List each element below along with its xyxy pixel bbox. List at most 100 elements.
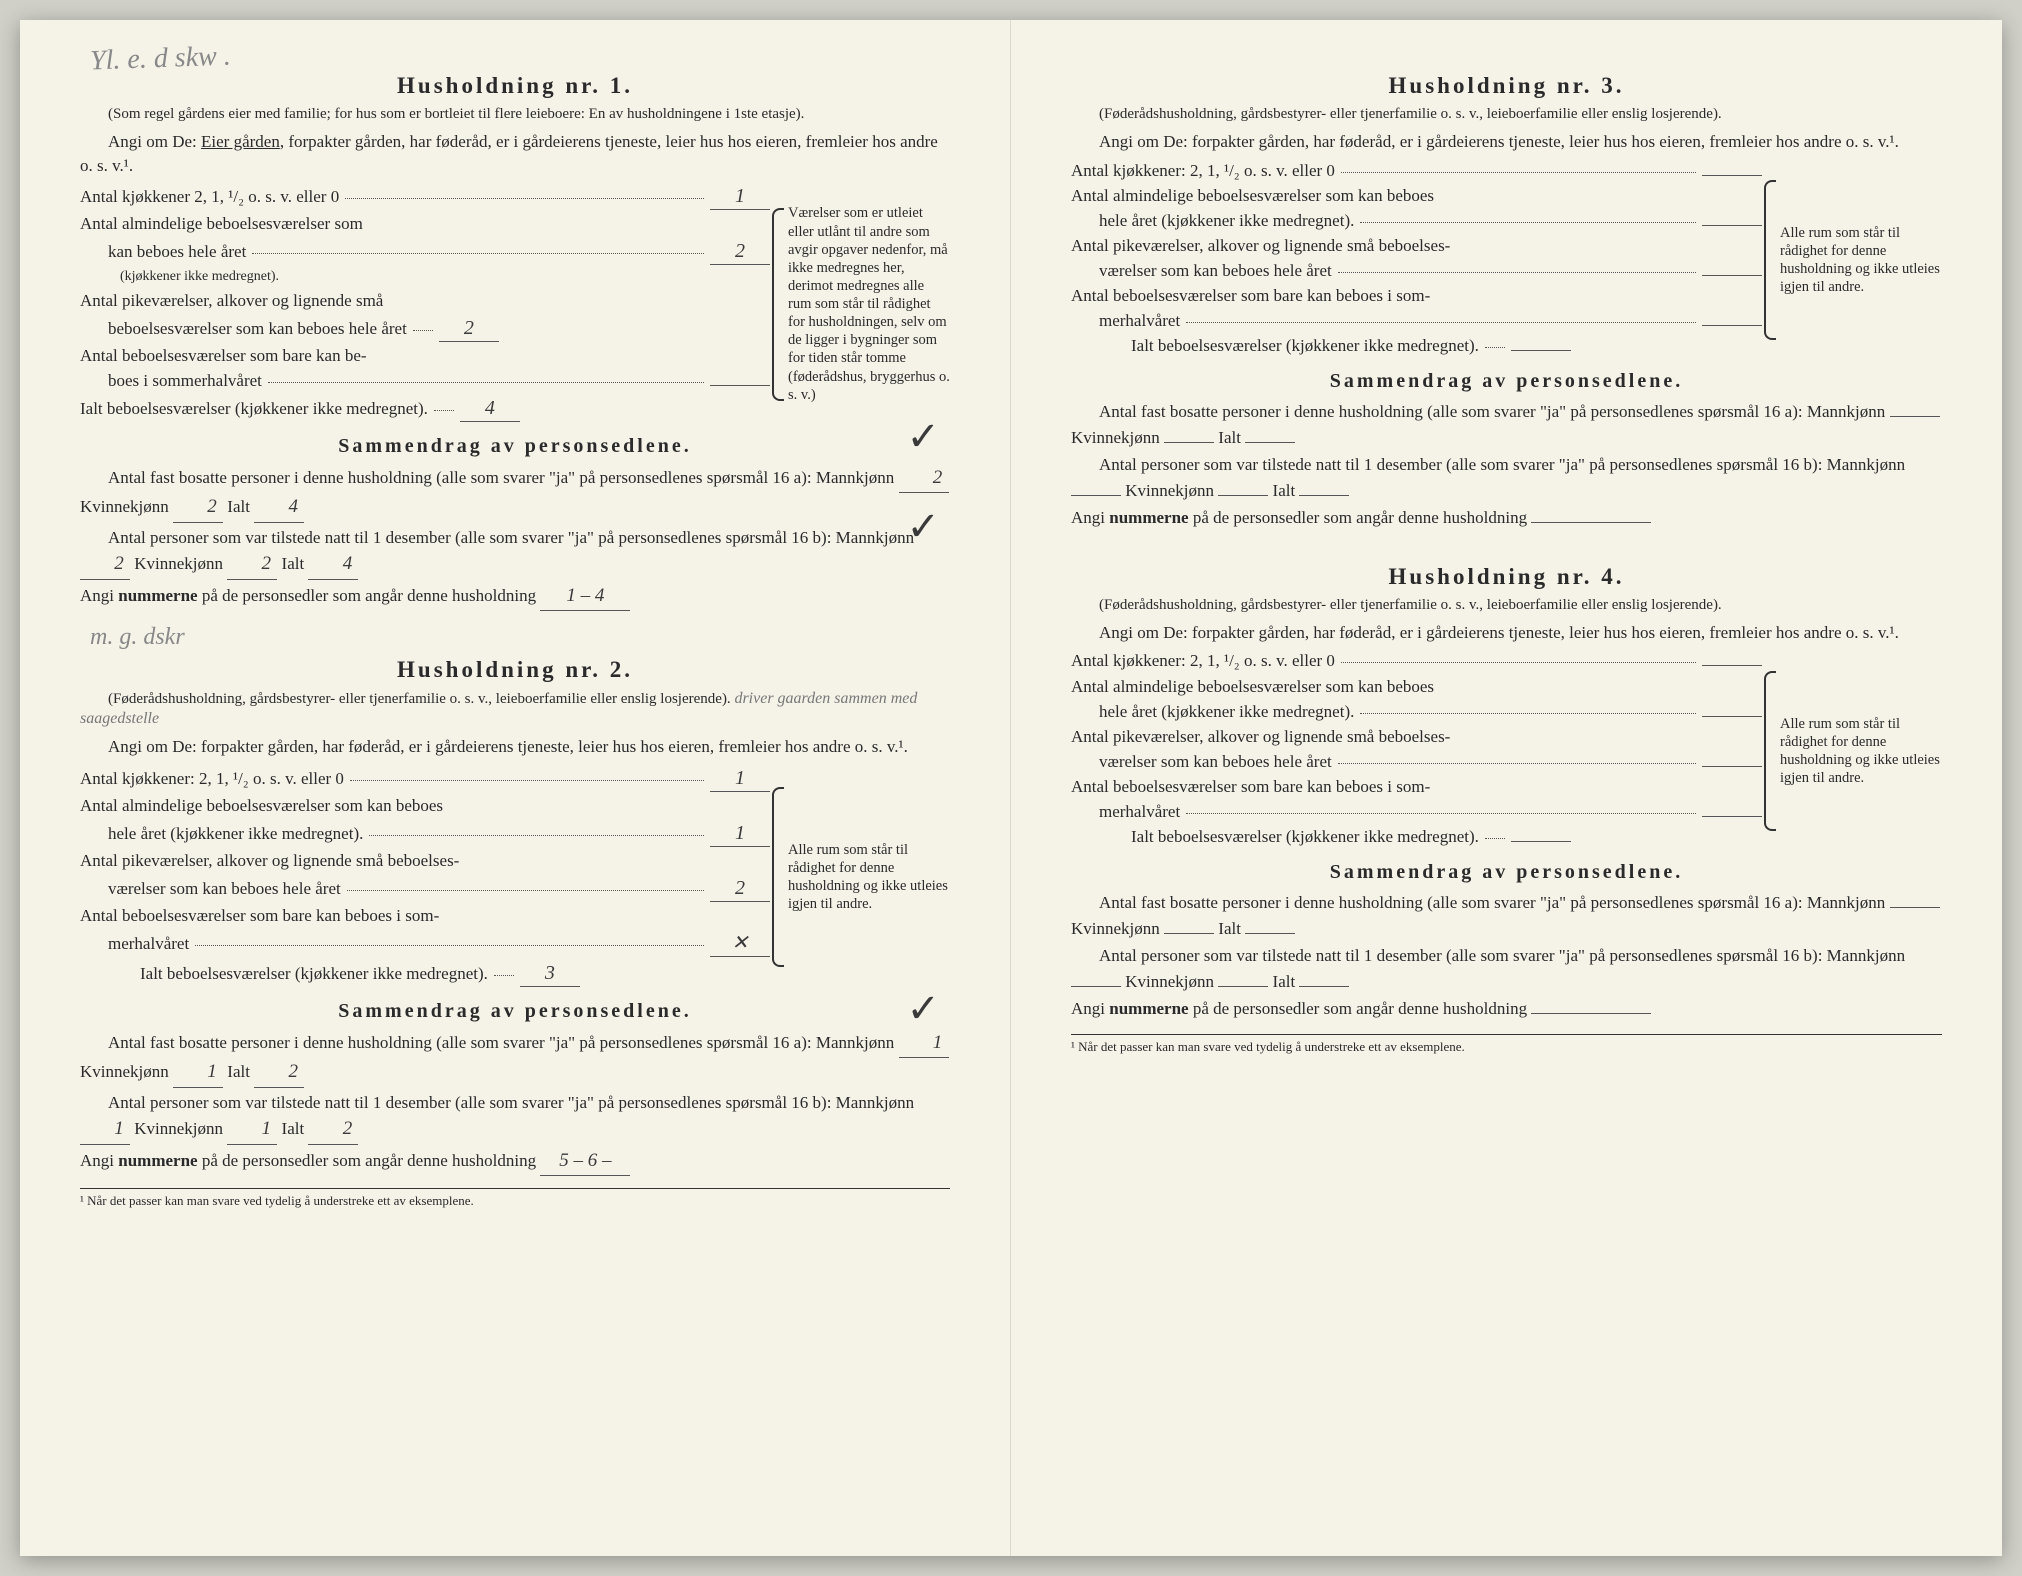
checkmark-icon: ✓ [906, 410, 940, 464]
hh1-alm-val: 2 [710, 238, 770, 265]
hh4-sammen-1: Antal fast bosatte personer i denne hush… [1071, 890, 1942, 941]
num-pre: Angi [80, 586, 118, 605]
checkmark-icon: ✓ [906, 500, 940, 554]
kv2: Kvinnekjønn [134, 1119, 223, 1138]
il2: Ialt [282, 1119, 305, 1138]
hh3-s2-k [1218, 495, 1268, 496]
hh2-alm2: hele året (kjøkkener ikke medregnet). [108, 823, 363, 845]
il5: Ialt [1218, 919, 1241, 938]
footnote-left: ¹ Når det passer kan man svare ved tydel… [80, 1188, 950, 1210]
nr4: på de personsedler som angår denne husho… [1189, 999, 1528, 1018]
hh4-ialt: Ialt beboelsesværelser (kjøkkener ikke m… [1131, 826, 1479, 848]
hh1-sidebar-text: Værelser som er utleiet eller utlånt til… [788, 204, 950, 403]
hh3-sammen-2: Antal personer som var tilstede natt til… [1071, 452, 1942, 503]
hh2-sammen-1: Antal fast bosatte personer i denne hush… [80, 1029, 950, 1088]
np3: Angi [1071, 508, 1109, 527]
husholdning-3: Husholdning nr. 3. (Føderådshusholdning,… [1071, 70, 1942, 531]
hh2-s2-m: 1 [80, 1115, 130, 1145]
il4: Ialt [1273, 481, 1296, 500]
hh1-s1-k: 2 [173, 493, 223, 523]
hh3-alm1: Antal almindelige beboelsesværelser som … [1071, 185, 1434, 207]
hh4-angi: Angi om De: forpakter gården, har føderå… [1071, 621, 1942, 645]
hh1-s1: Antal fast bosatte personer i denne hush… [108, 468, 894, 487]
hh1-s1-i: 4 [254, 493, 304, 523]
hh2-ialt: Ialt beboelsesværelser (kjøkkener ikke m… [140, 963, 488, 985]
hh4-s2-m [1071, 986, 1121, 987]
num-bold: nummerne [118, 586, 197, 605]
husholdning-2: Husholdning nr. 2. (Føderådshusholdning,… [80, 654, 950, 1177]
hh2-title: Husholdning nr. 2. [80, 654, 950, 685]
hh1-som1: Antal beboelsesværelser som bare kan be- [80, 345, 367, 367]
hh3-angi: Angi om De: forpakter gården, har føderå… [1071, 130, 1942, 154]
hh3-ialt-v [1511, 350, 1571, 351]
hh4-num-v [1531, 1013, 1651, 1014]
hh1-sammen-1: Antal fast bosatte personer i denne hush… [80, 464, 950, 523]
hh3-num: Angi nummerne på de personsedler som ang… [1071, 505, 1942, 531]
hh1-pike-val: 2 [439, 315, 499, 342]
husholdning-1: Husholdning nr. 1. (Som regel gårdens ei… [80, 70, 950, 611]
hh4-sidebar: Alle rum som står til rådighet for denne… [1762, 650, 1942, 851]
kv4: Kvinnekjønn [1125, 481, 1214, 500]
hh2-s2: Antal personer som var tilstede natt til… [108, 1093, 914, 1112]
hh4-pike1: Antal pikeværelser, alkover og lignende … [1071, 726, 1450, 748]
kv: Kvinnekjønn [80, 1062, 169, 1081]
hh1-num-v: 1 – 4 [540, 582, 630, 612]
hh3-kjok-v [1702, 175, 1762, 176]
hh4-sammen-2: Antal personer som var tilstede natt til… [1071, 943, 1942, 994]
hh2-num-v: 5 – 6 – [540, 1147, 630, 1177]
hh4-som2: merhalvåret [1099, 801, 1180, 823]
hh3-alm2: hele året (kjøkkener ikke medregnet). [1099, 210, 1354, 232]
hh1-kjok-label: Antal kjøkkener 2, 1, ¹/₂ o. s. v. eller… [80, 186, 339, 208]
hh1-s2: Antal personer som var tilstede natt til… [108, 528, 914, 547]
brace-icon [772, 787, 784, 967]
hh2-subtitle: (Føderådshusholdning, gårdsbestyrer- ell… [80, 689, 950, 729]
hh2-kjok: Antal kjøkkener: 2, 1, ¹/₂ o. s. v. elle… [80, 768, 344, 790]
hh4-s2: Antal personer som var tilstede natt til… [1099, 946, 1905, 965]
hh1-s1-m: 2 [899, 464, 949, 494]
brace-icon [772, 208, 784, 401]
hh1-angi-pre: Angi om De: [108, 132, 201, 151]
hh4-alm1: Antal almindelige beboelsesværelser som … [1071, 676, 1434, 698]
hh3-sammen-1: Antal fast bosatte personer i denne hush… [1071, 399, 1942, 450]
hh2-kjok-v: 1 [710, 765, 770, 792]
hh2-sidebar-text: Alle rum som står til rådighet for denne… [788, 841, 950, 914]
hh4-pike2: værelser som kan beboes hele året [1099, 751, 1332, 773]
hh2-rows: Antal kjøkkener: 2, 1, ¹/₂ o. s. v. elle… [80, 765, 770, 990]
hh1-title: Husholdning nr. 1. [80, 70, 950, 101]
ialt-label2: Ialt [282, 554, 305, 573]
hh3-subtitle: (Føderådshusholdning, gårdsbestyrer- ell… [1071, 105, 1942, 124]
ialt-label: Ialt [227, 497, 250, 516]
nb4: nummerne [1109, 999, 1188, 1018]
hh2-rows-block: Antal kjøkkener: 2, 1, ¹/₂ o. s. v. elle… [80, 765, 950, 990]
il: Ialt [227, 1062, 250, 1081]
hh3-s2-i [1299, 495, 1349, 496]
il3: Ialt [1218, 428, 1241, 447]
hh1-sammen-2: Antal personer som var tilstede natt til… [80, 525, 950, 580]
document-spread: Yl. e. d skw . Husholdning nr. 1. (Som r… [20, 20, 2002, 1556]
hh1-s2-i: 4 [308, 550, 358, 580]
hh2-s2-k: 1 [227, 1115, 277, 1145]
hh1-s2-m: 2 [80, 550, 130, 580]
hh1-angi-eier: Eier gården [201, 132, 280, 151]
hh4-s2-i [1299, 986, 1349, 987]
kv3: Kvinnekjønn [1071, 428, 1160, 447]
hh3-num-v [1531, 522, 1651, 523]
hh3-sammen-title: Sammendrag av personsedlene. [1071, 368, 1942, 395]
hh2-s2-i: 2 [308, 1115, 358, 1145]
left-page: Yl. e. d skw . Husholdning nr. 1. (Som r… [20, 20, 1011, 1556]
hh3-alm-v [1702, 225, 1762, 226]
hh3-som1: Antal beboelsesværelser som bare kan beb… [1071, 285, 1430, 307]
kv5: Kvinnekjønn [1071, 919, 1160, 938]
nb3: nummerne [1109, 508, 1188, 527]
hh3-sidebar: Alle rum som står til rådighet for denne… [1762, 160, 1942, 361]
hh4-s1: Antal fast bosatte personer i denne hush… [1099, 893, 1885, 912]
hh4-s1-i [1245, 933, 1295, 934]
hh4-sidebar-text: Alle rum som står til rådighet for denne… [1780, 715, 1942, 788]
hh2-ialt-v: 3 [520, 960, 580, 987]
hh2-s1-k: 1 [173, 1058, 223, 1088]
il6: Ialt [1273, 972, 1296, 991]
hh1-alm1: Antal almindelige beboelsesværelser som [80, 213, 363, 235]
hh4-alm-v [1702, 716, 1762, 717]
hh4-alm2: hele året (kjøkkener ikke medregnet). [1099, 701, 1354, 723]
hh2-alm1: Antal almindelige beboelsesværelser som … [80, 795, 443, 817]
